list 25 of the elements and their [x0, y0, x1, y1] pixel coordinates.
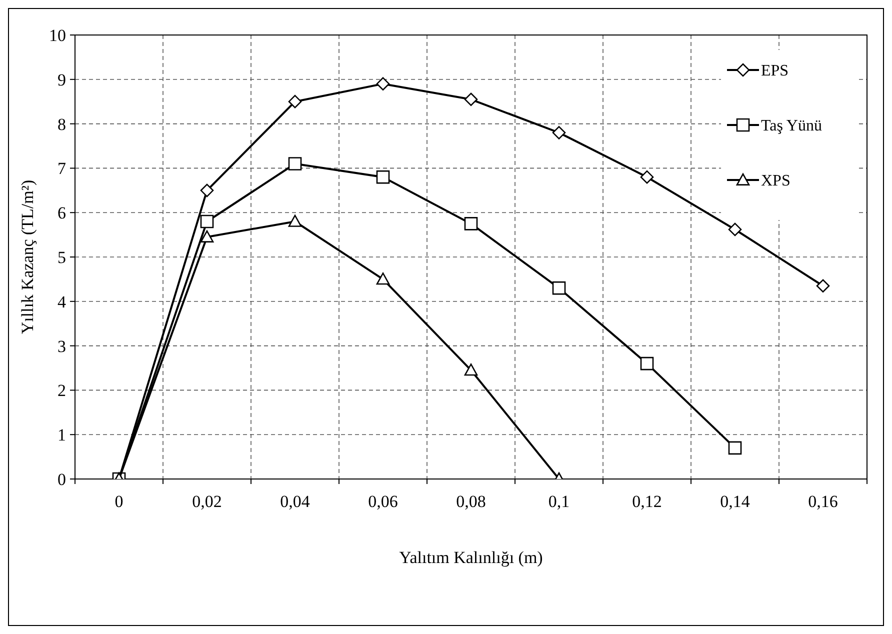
x-tick-label: 0,1 [548, 492, 570, 511]
y-tick-label: 1 [58, 426, 66, 445]
x-tick-label: 0,08 [456, 492, 486, 511]
x-tick-label: 0,14 [720, 492, 750, 511]
x-tick-label: 0,04 [280, 492, 310, 511]
x-tick-label: 0,16 [808, 492, 838, 511]
x-tick-label: 0,02 [192, 492, 222, 511]
y-axis-title: Yıllık Kazanç (TL/m²) [18, 180, 37, 334]
y-tick-label: 5 [58, 248, 66, 267]
y-tick-label: 0 [58, 470, 66, 489]
y-tick-label: 7 [58, 159, 66, 178]
legend-label: EPS [761, 62, 789, 80]
x-tick-label: 0,12 [632, 492, 662, 511]
x-axis-title: Yalıtım Kalınlığı (m) [399, 548, 543, 567]
y-tick-label: 6 [58, 204, 66, 223]
y-tick-label: 2 [58, 381, 66, 400]
y-tick-label: 4 [58, 292, 66, 312]
y-tick-label: 9 [58, 70, 66, 90]
y-tick-label: 10 [49, 26, 66, 45]
y-tick-label: 8 [58, 114, 66, 134]
x-tick-label: 0 [114, 492, 124, 511]
y-tick-label: 3 [58, 336, 66, 356]
x-tick-label: 0,06 [368, 492, 398, 511]
legend-label: Taş Yünü [761, 118, 822, 135]
legend-label: XPS [761, 172, 790, 190]
